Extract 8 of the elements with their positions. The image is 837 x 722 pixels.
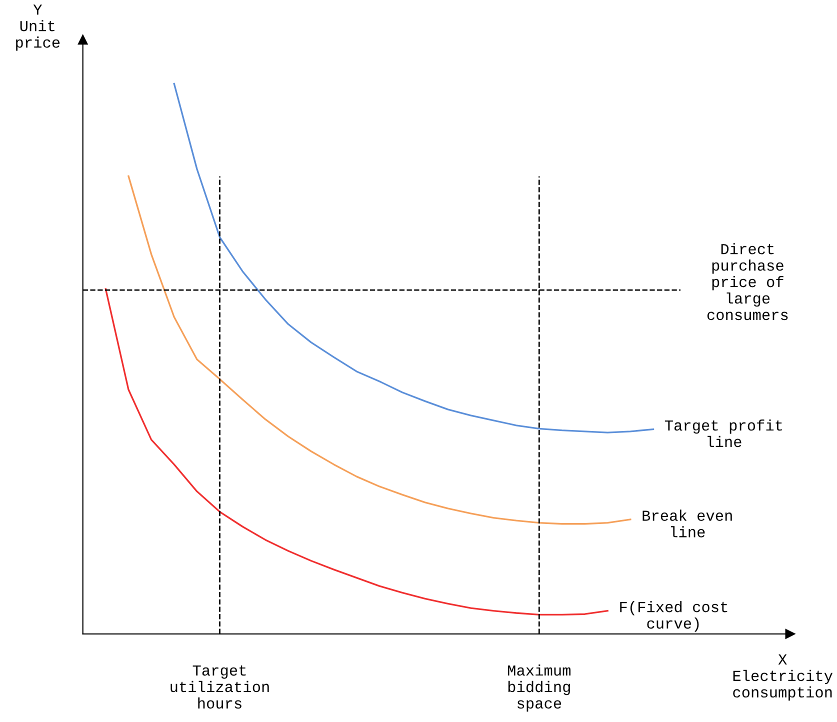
series-label: Target profit line: [664, 419, 782, 448]
y-axis-title: Y Unit price: [16, 4, 60, 51]
x-tick-label: Maximum bidding space: [508, 664, 570, 712]
series-label: Break even line: [642, 510, 732, 538]
series-label: F(Fixed cost curve): [620, 601, 728, 632]
x-axis-title: X Electricity consumption: [733, 654, 833, 701]
ref-line-label: Direct purchase price of large consumers: [707, 243, 788, 320]
x-tick-label: Target utilization hours: [170, 665, 269, 709]
